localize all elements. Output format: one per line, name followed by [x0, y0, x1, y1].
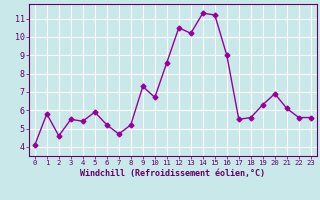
- X-axis label: Windchill (Refroidissement éolien,°C): Windchill (Refroidissement éolien,°C): [80, 169, 265, 178]
